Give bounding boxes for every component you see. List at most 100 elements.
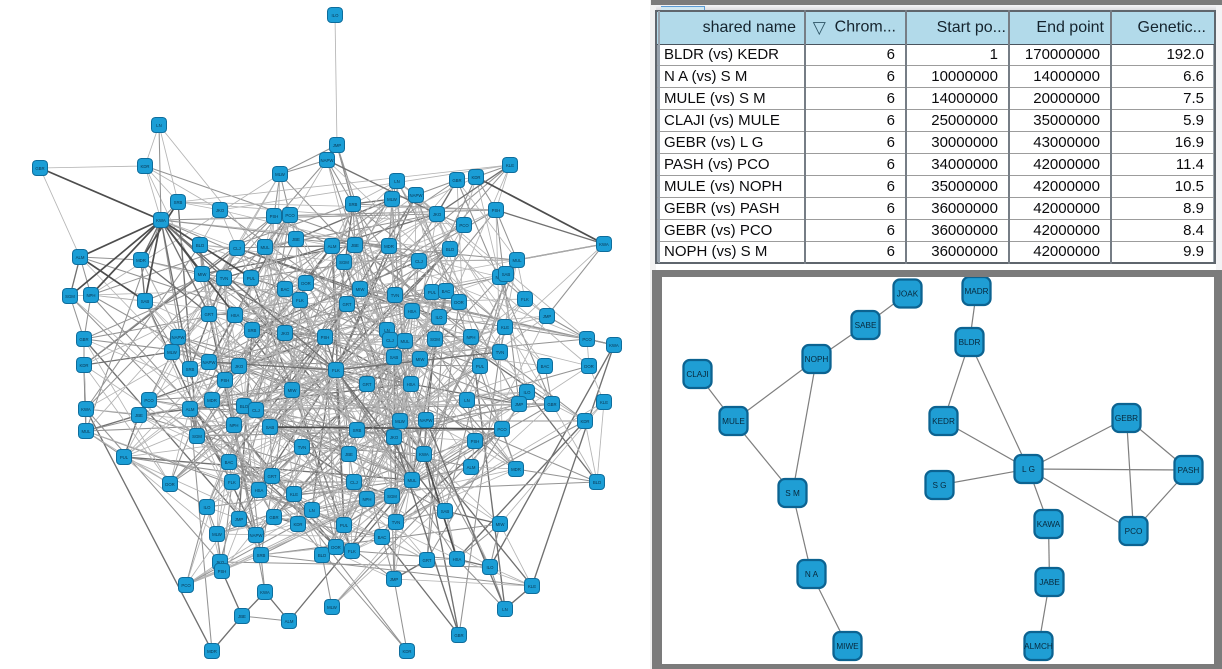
svg-text:PUL: PUL bbox=[340, 523, 349, 528]
svg-text:CLAJI: CLAJI bbox=[686, 370, 708, 379]
svg-text:PCO: PCO bbox=[1124, 527, 1142, 536]
svg-text:PSH: PSH bbox=[321, 335, 330, 340]
svg-text:DOR: DOR bbox=[454, 300, 464, 305]
svg-text:KWA: KWA bbox=[81, 407, 91, 412]
svg-text:TVN: TVN bbox=[220, 276, 229, 281]
svg-text:MLW: MLW bbox=[327, 605, 338, 610]
svg-text:FLK: FLK bbox=[296, 298, 304, 303]
svg-text:BLD: BLD bbox=[318, 553, 326, 558]
svg-text:PSH: PSH bbox=[471, 439, 480, 444]
svg-text:GRT: GRT bbox=[205, 312, 214, 317]
svg-text:JMP: JMP bbox=[543, 314, 552, 319]
svg-text:SRB: SRB bbox=[349, 202, 358, 207]
svg-text:GRT: GRT bbox=[423, 558, 432, 563]
svg-text:PCO: PCO bbox=[582, 337, 592, 342]
svg-text:L G: L G bbox=[1022, 465, 1035, 474]
svg-text:MADR: MADR bbox=[964, 287, 988, 296]
svg-text:JMP: JMP bbox=[333, 143, 342, 148]
svg-text:MLW: MLW bbox=[395, 419, 406, 424]
svg-text:GBR: GBR bbox=[79, 337, 88, 342]
svg-text:PUL: PUL bbox=[247, 276, 256, 281]
svg-text:KLE: KLE bbox=[506, 163, 514, 168]
svg-text:SRB: SRB bbox=[248, 328, 257, 333]
svg-text:FLK: FLK bbox=[521, 297, 529, 302]
svg-text:S G: S G bbox=[932, 481, 946, 490]
svg-text:BAC: BAC bbox=[281, 287, 290, 292]
svg-text:MIW: MIW bbox=[416, 357, 426, 362]
svg-text:HSA: HSA bbox=[231, 313, 240, 318]
svg-text:MDR: MDR bbox=[207, 649, 217, 654]
svg-text:SABE: SABE bbox=[854, 321, 876, 330]
svg-text:NAPW: NAPW bbox=[203, 360, 217, 365]
svg-text:KLE: KLE bbox=[528, 584, 536, 589]
svg-text:JBE: JBE bbox=[238, 614, 246, 619]
svg-text:BAC: BAC bbox=[541, 364, 550, 369]
svg-text:DOR: DOR bbox=[584, 364, 594, 369]
svg-text:KLE: KLE bbox=[501, 325, 509, 330]
svg-text:LN: LN bbox=[156, 123, 162, 128]
svg-text:FLK: FLK bbox=[228, 480, 236, 485]
svg-text:MUL: MUL bbox=[81, 429, 91, 434]
svg-text:JBE: JBE bbox=[345, 452, 353, 457]
svg-text:KAWA: KAWA bbox=[1036, 520, 1060, 529]
svg-text:KWA: KWA bbox=[419, 452, 429, 457]
svg-text:MIW: MIW bbox=[198, 272, 208, 277]
svg-text:JKO: JKO bbox=[390, 435, 399, 440]
svg-text:ALM: ALM bbox=[285, 619, 294, 624]
svg-text:KDR: KDR bbox=[140, 164, 149, 169]
svg-text:BAC: BAC bbox=[378, 535, 387, 540]
svg-text:GRT: GRT bbox=[343, 302, 352, 307]
svg-text:GRT: GRT bbox=[268, 474, 277, 479]
svg-text:SRB: SRB bbox=[257, 553, 266, 558]
svg-text:JBE: JBE bbox=[351, 243, 359, 248]
svg-text:MIW: MIW bbox=[496, 522, 506, 527]
svg-text:DOR: DOR bbox=[331, 545, 341, 550]
svg-text:NAPW: NAPW bbox=[172, 335, 186, 340]
svg-text:LN: LN bbox=[309, 508, 315, 513]
svg-text:BAC: BAC bbox=[225, 460, 234, 465]
svg-text:JKO: JKO bbox=[281, 331, 290, 336]
svg-text:PSH: PSH bbox=[218, 569, 227, 574]
svg-text:NOPH: NOPH bbox=[804, 355, 828, 364]
svg-text:GBR: GBR bbox=[452, 178, 461, 183]
svg-text:ILO: ILO bbox=[436, 315, 444, 320]
svg-text:PCO: PCO bbox=[285, 213, 295, 218]
svg-text:PCO: PCO bbox=[181, 583, 191, 588]
svg-text:SRB: SRB bbox=[353, 428, 362, 433]
svg-text:NPH: NPH bbox=[466, 335, 475, 340]
svg-text:NPH: NPH bbox=[86, 293, 95, 298]
svg-text:ALM: ALM bbox=[467, 465, 476, 470]
svg-text:MLW: MLW bbox=[212, 532, 223, 537]
svg-text:KEDR: KEDR bbox=[932, 417, 955, 426]
svg-text:PSH: PSH bbox=[270, 214, 279, 219]
svg-text:BLD: BLD bbox=[240, 404, 248, 409]
svg-text:SAB: SAB bbox=[502, 272, 511, 277]
svg-text:KWA: KWA bbox=[156, 218, 166, 223]
svg-text:JMP: JMP bbox=[390, 577, 399, 582]
svg-text:CLJ: CLJ bbox=[350, 480, 358, 485]
svg-text:S M: S M bbox=[785, 489, 800, 498]
svg-text:NPH: NPH bbox=[229, 423, 238, 428]
svg-text:LN: LN bbox=[394, 179, 400, 184]
svg-text:GBR: GBR bbox=[454, 633, 463, 638]
svg-text:MLW: MLW bbox=[275, 172, 286, 177]
svg-text:ALM: ALM bbox=[186, 407, 195, 412]
svg-text:JKO: JKO bbox=[433, 212, 442, 217]
svg-text:JABE: JABE bbox=[1039, 578, 1060, 587]
svg-text:TVN: TVN bbox=[392, 520, 401, 525]
svg-text:CLJ: CLJ bbox=[233, 246, 241, 251]
svg-text:SAB: SAB bbox=[266, 425, 275, 430]
svg-text:PUL: PUL bbox=[476, 364, 485, 369]
svg-text:GBR: GBR bbox=[547, 402, 556, 407]
svg-text:PSH: PSH bbox=[221, 378, 230, 383]
svg-text:SGM: SGM bbox=[430, 337, 440, 342]
svg-text:MUL: MUL bbox=[512, 258, 522, 263]
svg-text:ILO: ILO bbox=[487, 565, 495, 570]
svg-text:LN: LN bbox=[464, 398, 470, 403]
svg-text:TVN: TVN bbox=[298, 445, 307, 450]
svg-text:SGM: SGM bbox=[192, 434, 202, 439]
svg-text:HSA: HSA bbox=[453, 557, 462, 562]
svg-text:LN: LN bbox=[502, 607, 508, 612]
svg-text:ILO: ILO bbox=[204, 505, 212, 510]
svg-text:NAPW: NAPW bbox=[250, 533, 264, 538]
